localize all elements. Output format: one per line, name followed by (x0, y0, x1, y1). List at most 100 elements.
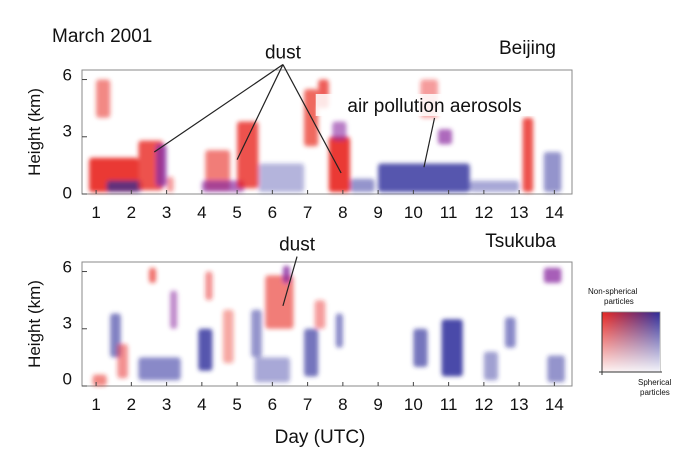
annotation-label-backdrop (275, 232, 319, 255)
color-legend: Non-spherical particles Spherical partic… (588, 287, 672, 397)
y-axis-label-beijing: Height (km) (25, 88, 44, 176)
annotation-label-backdrop (315, 93, 554, 116)
x-tick-label: 3 (162, 395, 171, 414)
x-tick-label: 13 (510, 203, 529, 222)
y-tick-label: 6 (63, 65, 72, 84)
x-tick-label: 3 (162, 203, 171, 222)
backscatter-feature-spherical (251, 309, 262, 358)
backscatter-feature-mixed (332, 121, 347, 141)
x-tick-label: 5 (232, 395, 241, 414)
backscatter-feature-nonspherical (237, 121, 259, 189)
legend-bottom-label: Spherical (638, 378, 672, 387)
x-tick-label: 4 (197, 395, 206, 414)
tick-marks-tsukuba (82, 271, 555, 387)
backscatter-feature-nonspherical (205, 271, 213, 301)
station-label-tsukuba: Tsukuba (485, 231, 556, 252)
x-tick-label: 2 (127, 395, 136, 414)
x-tick-label: 6 (268, 203, 277, 222)
backscatter-feature-mixed (438, 129, 453, 145)
backscatter-feature-spherical (254, 357, 290, 383)
tick-marks-beijing (82, 79, 555, 195)
y-tick-label: 3 (63, 121, 72, 140)
backscatter-feature-spherical (138, 357, 181, 381)
x-tick-label: 14 (545, 203, 564, 222)
panel-beijing: Beijing Height (km) 0 3 6 1 2 3 4 5 6 7 8 9 10 11 1… (25, 38, 573, 222)
x-tick-label: 7 (303, 203, 312, 222)
annotation-label: dust (265, 43, 302, 64)
x-tick-label: 1 (91, 395, 100, 414)
x-tick-label: 12 (474, 203, 493, 222)
legend-color-swatch-fade (602, 312, 660, 372)
x-tick-label: 10 (404, 203, 423, 222)
annotations-beijing: dust air pollution aerosols (153, 40, 554, 174)
backscatter-feature-nonspherical (265, 275, 294, 329)
x-tick-labels-tsukuba: 1 2 3 4 5 6 7 8 9 10 11 12 13 14 (91, 395, 563, 414)
backscatter-feature-mixed (156, 144, 167, 187)
x-tick-label: 11 (440, 203, 458, 222)
annotation-label: dust (279, 235, 316, 256)
backscatter-feature-spherical (441, 319, 463, 377)
backscatter-feature-mixed (543, 267, 562, 283)
y-tick-label: 0 (63, 183, 72, 202)
backscatter-layer-tsukuba (92, 265, 565, 386)
backscatter-feature-nonspherical (92, 374, 107, 386)
annotations-tsukuba: dust (275, 232, 319, 307)
x-tick-label: 5 (232, 203, 241, 222)
x-tick-label: 9 (373, 395, 382, 414)
y-axis-label-tsukuba: Height (km) (25, 280, 44, 368)
annotation-pointer (236, 64, 284, 160)
x-tick-label: 14 (545, 395, 564, 414)
backscatter-feature-mixed (170, 290, 178, 329)
figure-title: March 2001 (52, 26, 152, 47)
annotation-pointer (282, 64, 342, 174)
x-tick-label: 10 (404, 395, 423, 414)
x-tick-label: 4 (197, 203, 206, 222)
y-tick-label: 0 (63, 369, 72, 388)
annotation-pointer (153, 64, 284, 153)
backscatter-feature-spherical (413, 328, 428, 367)
legend-bottom-label-line2: particles (640, 388, 670, 397)
backscatter-feature-nonspherical (205, 150, 231, 191)
backscatter-feature-spherical (505, 317, 516, 348)
backscatter-feature-spherical (106, 180, 142, 192)
backscatter-feature-mixed (282, 265, 290, 283)
x-tick-label: 2 (127, 203, 136, 222)
x-tick-label: 8 (338, 395, 347, 414)
x-tick-label: 7 (303, 395, 312, 414)
x-tick-labels-beijing: 1 2 3 4 5 6 7 8 9 10 11 12 13 14 (91, 203, 563, 222)
legend-top-label-line2: particles (604, 297, 634, 306)
backscatter-feature-spherical (304, 328, 319, 377)
x-tick-label: 8 (338, 203, 347, 222)
backscatter-feature-nonspherical (314, 300, 326, 329)
backscatter-feature-nonspherical (149, 267, 157, 283)
backscatter-feature-nonspherical (96, 79, 111, 118)
annotation-pointer (423, 117, 436, 168)
backscatter-feature-spherical (198, 328, 213, 371)
station-label-beijing: Beijing (499, 38, 556, 59)
panel-tsukuba: Tsukuba Height (km) 0 3 6 1 2 3 4 5 6 7 8 9 10 11 1… (25, 231, 573, 414)
legend-top-label: Non-spherical (588, 287, 638, 296)
annotation-pointer (282, 256, 298, 307)
backscatter-feature-spherical (543, 152, 562, 193)
backscatter-feature-nonspherical (117, 344, 128, 379)
backscatter-feature-spherical (469, 180, 520, 192)
x-tick-label: 6 (268, 395, 277, 414)
x-tick-label: 9 (373, 203, 382, 222)
backscatter-feature-nonspherical (522, 117, 534, 193)
backscatter-feature-mixed (201, 180, 245, 192)
backscatter-feature-nonspherical (328, 136, 350, 193)
annotation-label-backdrop (261, 40, 305, 63)
annotation-label: air pollution aerosols (347, 96, 521, 117)
x-tick-label: 12 (474, 395, 493, 414)
backscatter-feature-spherical (378, 163, 470, 193)
backscatter-feature-spherical (258, 163, 305, 193)
backscatter-feature-nonspherical (223, 309, 234, 364)
x-axis-label: Day (UTC) (275, 427, 366, 448)
backscatter-feature-nonspherical (166, 176, 174, 193)
y-tick-label: 6 (63, 257, 72, 276)
x-tick-label: 13 (510, 395, 529, 414)
x-tick-label: 1 (91, 203, 100, 222)
backscatter-feature-spherical (349, 178, 375, 193)
backscatter-layer-beijing (89, 79, 562, 193)
